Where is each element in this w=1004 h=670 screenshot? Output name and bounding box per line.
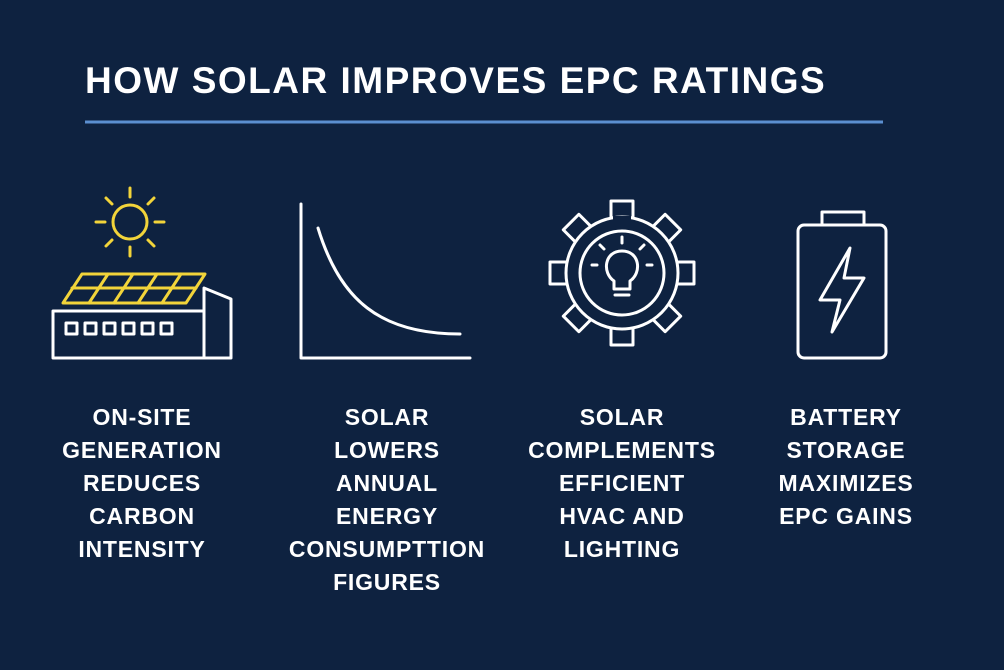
caption-line: EFFICIENT (559, 470, 685, 496)
caption-line: LIGHTING (564, 536, 680, 562)
caption-line: FIGURES (333, 569, 441, 595)
battery-icon (796, 210, 888, 360)
title: HOW SOLAR IMPROVES EPC RATINGS (85, 60, 826, 101)
caption-line: STORAGE (787, 437, 906, 463)
decline-curve-icon (299, 202, 472, 360)
caption-line: CARBON (89, 503, 195, 529)
caption-line: REDUCES (83, 470, 201, 496)
caption-line: SOLAR (345, 404, 430, 430)
gear-bulb-icon (548, 199, 696, 347)
caption-line: LOWERS (334, 437, 440, 463)
caption-line: HVAC AND (559, 503, 684, 529)
caption-line: GENERATION (62, 437, 222, 463)
solar-building-icon (51, 186, 233, 360)
caption-line: CONSUMPTTION (289, 536, 485, 562)
caption-line: BATTERY (790, 404, 902, 430)
caption-line: MAXIMIZES (779, 470, 914, 496)
caption-line: EPC GAINS (779, 503, 913, 529)
caption-line: ON-SITE (93, 404, 192, 430)
caption-line: SOLAR (580, 404, 665, 430)
caption-line: COMPLEMENTS (528, 437, 716, 463)
captions: ON-SITE GENERATION REDUCES CARBON INTENSITY S… (62, 404, 913, 595)
caption-line: INTENSITY (78, 536, 205, 562)
caption-line: ENERGY (336, 503, 438, 529)
caption-line: ANNUAL (336, 470, 438, 496)
